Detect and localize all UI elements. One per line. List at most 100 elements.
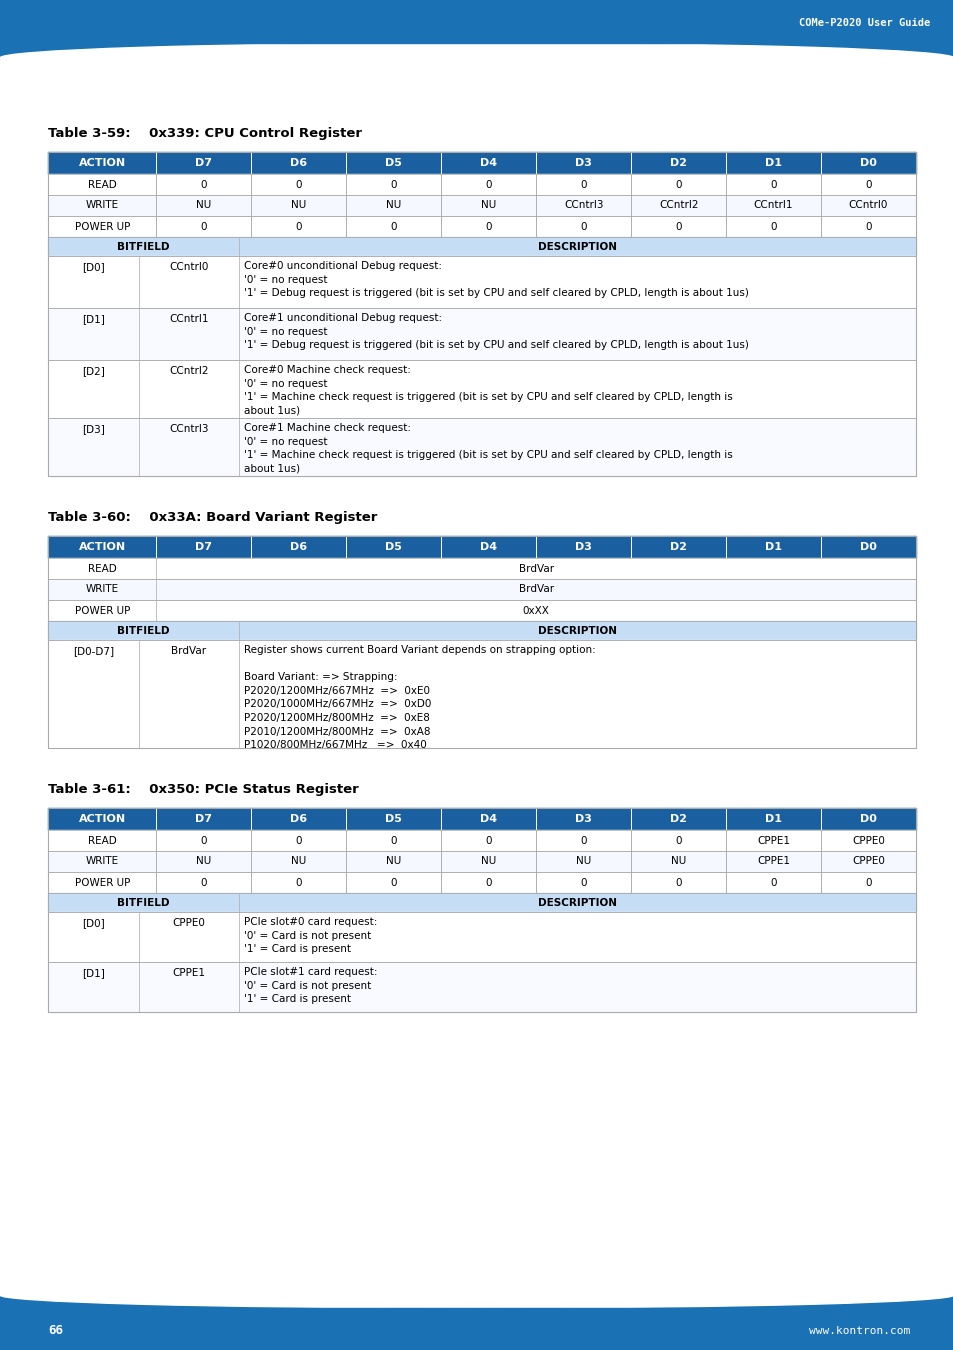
Bar bbox=[156, 809, 252, 830]
Bar bbox=[48, 536, 156, 558]
Text: 0: 0 bbox=[200, 836, 207, 845]
Text: 0: 0 bbox=[200, 878, 207, 887]
Text: [D3]: [D3] bbox=[82, 424, 105, 433]
Text: 0: 0 bbox=[864, 221, 871, 231]
Bar bbox=[0, 0, 953, 58]
Text: 66: 66 bbox=[48, 1324, 63, 1336]
Text: D5: D5 bbox=[385, 814, 402, 824]
Text: ACTION: ACTION bbox=[78, 158, 126, 167]
Text: D1: D1 bbox=[764, 158, 781, 167]
Bar bbox=[48, 256, 915, 308]
Text: 0: 0 bbox=[769, 878, 776, 887]
Text: CCntrl2: CCntrl2 bbox=[659, 201, 698, 211]
Text: [D0]: [D0] bbox=[82, 918, 105, 927]
Text: CPPE0: CPPE0 bbox=[851, 836, 884, 845]
Text: [D1]: [D1] bbox=[82, 968, 105, 977]
Text: D2: D2 bbox=[669, 541, 686, 552]
Text: CPPE0: CPPE0 bbox=[851, 856, 884, 867]
Text: READ: READ bbox=[88, 180, 116, 189]
Text: NU: NU bbox=[576, 856, 591, 867]
Text: Register shows current Board Variant depends on strapping option:

Board Variant: Register shows current Board Variant dep… bbox=[244, 645, 595, 751]
Text: D6: D6 bbox=[290, 541, 307, 552]
Text: D6: D6 bbox=[290, 158, 307, 167]
Bar bbox=[48, 216, 915, 238]
Text: 0: 0 bbox=[675, 878, 681, 887]
Text: 0: 0 bbox=[675, 836, 681, 845]
Bar bbox=[536, 809, 631, 830]
Bar bbox=[48, 621, 915, 640]
Ellipse shape bbox=[0, 43, 953, 73]
Text: Table 3-61:    0x350: PCIe Status Register: Table 3-61: 0x350: PCIe Status Register bbox=[48, 783, 358, 796]
Bar bbox=[48, 418, 915, 477]
Bar bbox=[48, 963, 915, 1012]
Bar bbox=[631, 536, 725, 558]
Text: D7: D7 bbox=[195, 814, 213, 824]
Bar bbox=[346, 153, 441, 174]
Bar bbox=[346, 809, 441, 830]
Text: 0: 0 bbox=[675, 180, 681, 189]
Bar bbox=[48, 153, 156, 174]
Bar bbox=[48, 892, 915, 913]
Text: D7: D7 bbox=[195, 158, 213, 167]
Text: CPPE0: CPPE0 bbox=[172, 918, 205, 927]
Text: 0: 0 bbox=[769, 221, 776, 231]
Text: WRITE: WRITE bbox=[86, 201, 119, 211]
Text: DESCRIPTION: DESCRIPTION bbox=[537, 242, 617, 251]
Text: D4: D4 bbox=[479, 158, 497, 167]
Text: NU: NU bbox=[386, 201, 401, 211]
Text: 0: 0 bbox=[579, 878, 586, 887]
Ellipse shape bbox=[0, 1282, 953, 1308]
Bar bbox=[48, 913, 915, 963]
Text: D1: D1 bbox=[764, 541, 781, 552]
Text: 0: 0 bbox=[579, 221, 586, 231]
Text: 0xXX: 0xXX bbox=[522, 606, 549, 616]
Bar bbox=[48, 579, 915, 599]
Bar bbox=[536, 536, 631, 558]
Bar bbox=[48, 830, 915, 850]
Text: 0: 0 bbox=[295, 221, 302, 231]
Bar bbox=[725, 153, 821, 174]
Text: CPPE1: CPPE1 bbox=[757, 856, 789, 867]
Bar bbox=[48, 194, 915, 216]
Text: NU: NU bbox=[196, 201, 212, 211]
Text: PCIe slot#0 card request:
'0' = Card is not present
'1' = Card is present: PCIe slot#0 card request: '0' = Card is … bbox=[244, 917, 377, 954]
Text: Core#0 unconditional Debug request:
'0' = no request
'1' = Debug request is trig: Core#0 unconditional Debug request: '0' … bbox=[244, 261, 748, 298]
Text: 0: 0 bbox=[390, 221, 396, 231]
Text: READ: READ bbox=[88, 563, 116, 574]
Text: 0: 0 bbox=[295, 180, 302, 189]
Bar bbox=[0, 1295, 953, 1350]
Bar bbox=[48, 872, 915, 892]
Text: CCntrl0: CCntrl0 bbox=[170, 262, 209, 271]
Text: D2: D2 bbox=[669, 158, 686, 167]
Text: NU: NU bbox=[291, 856, 306, 867]
Bar bbox=[48, 238, 915, 256]
Text: D4: D4 bbox=[479, 541, 497, 552]
Text: PCIe slot#1 card request:
'0' = Card is not present
'1' = Card is present: PCIe slot#1 card request: '0' = Card is … bbox=[244, 967, 377, 1004]
Text: BITFIELD: BITFIELD bbox=[117, 625, 170, 636]
Text: CCntrl1: CCntrl1 bbox=[753, 201, 793, 211]
Text: NU: NU bbox=[196, 856, 212, 867]
Text: D3: D3 bbox=[575, 541, 592, 552]
Text: Core#0 Machine check request:
'0' = no request
'1' = Machine check request is tr: Core#0 Machine check request: '0' = no r… bbox=[244, 364, 732, 416]
Bar bbox=[821, 536, 915, 558]
Text: D0: D0 bbox=[860, 541, 876, 552]
Text: 0: 0 bbox=[390, 836, 396, 845]
Text: [D2]: [D2] bbox=[82, 366, 105, 377]
Bar bbox=[48, 174, 915, 194]
Text: [D1]: [D1] bbox=[82, 315, 105, 324]
Text: CPPE1: CPPE1 bbox=[172, 968, 205, 977]
Bar bbox=[346, 536, 441, 558]
Bar bbox=[725, 809, 821, 830]
Text: 0: 0 bbox=[485, 180, 492, 189]
Bar bbox=[252, 536, 346, 558]
Bar bbox=[48, 640, 915, 748]
Text: 0: 0 bbox=[390, 180, 396, 189]
Text: CPPE1: CPPE1 bbox=[757, 836, 789, 845]
Text: NU: NU bbox=[386, 856, 401, 867]
Text: Core#1 Machine check request:
'0' = no request
'1' = Machine check request is tr: Core#1 Machine check request: '0' = no r… bbox=[244, 423, 732, 474]
Text: D1: D1 bbox=[764, 814, 781, 824]
Text: 0: 0 bbox=[769, 180, 776, 189]
Text: D7: D7 bbox=[195, 541, 213, 552]
Text: WRITE: WRITE bbox=[86, 585, 119, 594]
Text: POWER UP: POWER UP bbox=[74, 221, 130, 231]
